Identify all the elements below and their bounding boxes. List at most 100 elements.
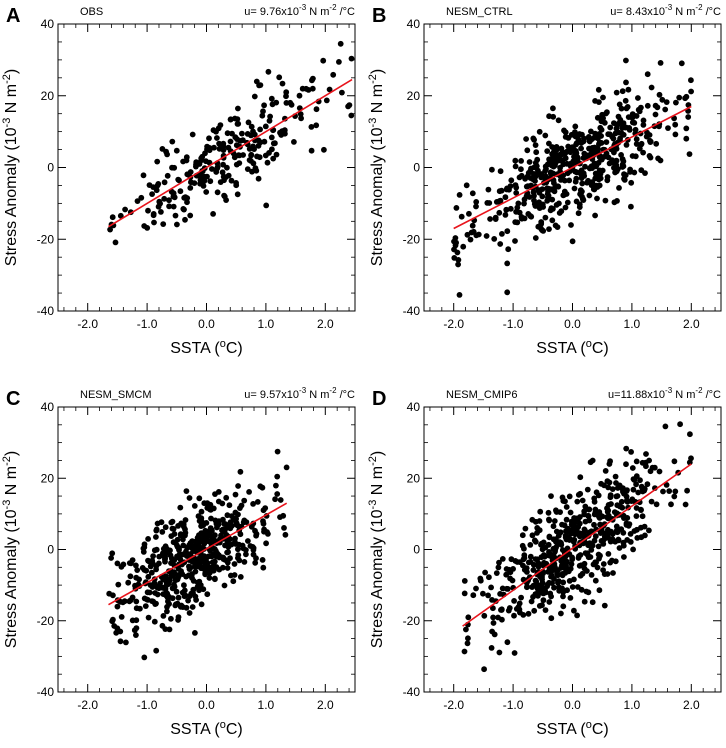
scatter-point	[540, 539, 547, 546]
scatter-point	[592, 559, 599, 566]
scatter-point	[166, 601, 173, 607]
scatter-point	[107, 226, 113, 233]
scatter-point	[636, 145, 643, 152]
scatter-point	[191, 180, 198, 187]
scatter-point	[627, 539, 634, 545]
scatter-point	[224, 565, 231, 571]
scatter-point	[622, 172, 629, 179]
scatter-point	[576, 201, 583, 208]
scatter-point	[232, 535, 238, 542]
scatter-point	[638, 167, 645, 174]
scatter-point	[518, 215, 525, 222]
scatter-point	[115, 581, 122, 588]
scatter-point	[560, 192, 567, 199]
x-tick-label: 1.0	[258, 317, 275, 331]
slope-annotation-part: N m	[672, 389, 695, 401]
scatter-point	[502, 212, 509, 218]
scatter-point	[542, 132, 549, 139]
scatter-point	[145, 573, 152, 580]
x-axis-label-part: o	[586, 719, 592, 731]
scatter-point	[257, 126, 263, 133]
scatter-point	[572, 123, 579, 130]
scatter-point	[153, 526, 160, 533]
panel-a: -2.0 -1.0 0.0 1.0 2.0 -40 -20 0 20 40 A OBS u= 9.76x…	[1, 3, 356, 357]
scatter-point	[538, 582, 544, 589]
scatter-point	[144, 589, 151, 596]
scatter-point	[633, 458, 640, 465]
scatter-point	[160, 550, 167, 557]
scatter-point	[461, 578, 468, 584]
scatter-point	[618, 152, 624, 158]
scatter-point	[508, 177, 515, 184]
scatter-point	[623, 461, 629, 468]
scatter-point	[461, 648, 468, 655]
scatter-point	[261, 526, 267, 533]
scatter-point	[488, 645, 495, 651]
scatter-point	[562, 570, 569, 576]
scatter-point	[164, 608, 170, 615]
scatter-point	[595, 176, 602, 183]
scatter-point	[641, 487, 648, 494]
scatter-point	[279, 80, 286, 87]
scatter-point	[214, 135, 220, 141]
scatter-point	[484, 200, 491, 206]
scatter-point	[607, 559, 614, 566]
scatter-point	[594, 195, 600, 202]
x-tick-label: -2.0	[443, 317, 464, 331]
scatter-point	[592, 533, 599, 540]
scatter-point	[526, 194, 533, 200]
scatter-point	[571, 576, 577, 583]
scatter-point	[527, 175, 534, 181]
scatter-point	[504, 586, 511, 592]
scatter-point	[531, 197, 537, 204]
scatter-point	[656, 123, 662, 130]
scatter-point	[575, 210, 582, 217]
scatter-point	[182, 216, 188, 223]
scatter-point	[606, 479, 613, 486]
x-tick-label: -1.0	[137, 317, 158, 331]
slope-annotation-part: u= 9.76x10	[244, 6, 299, 18]
scatter-point	[193, 597, 200, 603]
scatter-point	[154, 158, 161, 165]
scatter-point	[531, 164, 538, 171]
scatter-point	[240, 152, 247, 158]
scatter-point	[458, 213, 465, 220]
scatter-point	[337, 40, 344, 47]
scatter-point	[109, 214, 116, 221]
scatter-point	[550, 144, 557, 151]
scatter-point	[640, 122, 647, 128]
scatter-point	[237, 531, 244, 538]
scatter-point	[633, 513, 640, 519]
y-axis-label-part: -2	[367, 74, 379, 84]
x-axis-label-part: o	[220, 338, 226, 350]
scatter-point	[234, 116, 241, 122]
scatter-point	[682, 95, 688, 102]
scatter-point	[604, 177, 611, 184]
slope-annotation-part: -3	[665, 3, 673, 12]
scatter-point	[531, 136, 537, 143]
scatter-point	[542, 163, 549, 170]
scatter-point	[489, 166, 495, 173]
scatter-point	[562, 155, 569, 162]
y-axis-label-part: -3	[1, 118, 13, 128]
scatter-point	[174, 600, 181, 607]
scatter-point	[548, 593, 554, 600]
scatter-point	[628, 179, 635, 186]
scatter-point	[605, 507, 612, 514]
y-tick-label: -40	[37, 304, 55, 318]
scatter-point	[110, 592, 116, 599]
scatter-point	[220, 161, 227, 168]
scatter-point	[123, 639, 129, 646]
scatter-point	[180, 542, 187, 549]
scatter-point	[591, 498, 598, 505]
scatter-point	[203, 189, 210, 195]
scatter-point	[235, 152, 242, 159]
scatter-point	[503, 571, 510, 578]
scatter-point	[198, 601, 205, 608]
scatter-point	[240, 545, 247, 552]
scatter-point	[497, 241, 504, 247]
scatter-point	[563, 516, 570, 523]
scatter-point	[507, 575, 513, 582]
scatter-point	[559, 149, 566, 155]
scatter-point	[197, 582, 204, 588]
